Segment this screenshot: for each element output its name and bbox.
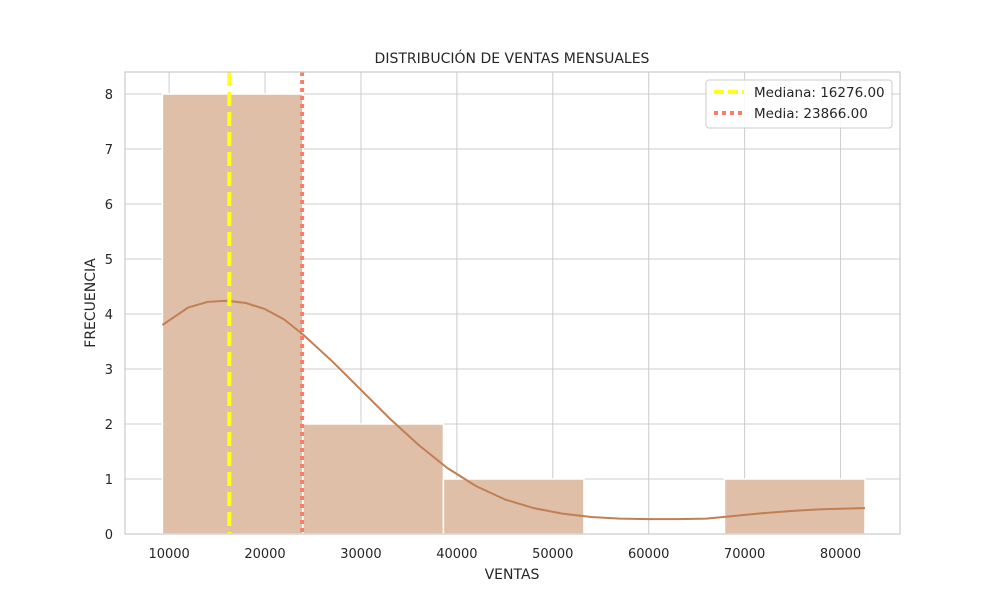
y-tick-label: 1 (105, 473, 113, 488)
x-tick-label: 60000 (628, 547, 669, 562)
legend-mean-label: Media: 23866.00 (754, 106, 868, 122)
kde-layer (161, 299, 866, 521)
y-tick-label: 7 (105, 143, 113, 158)
y-tick-label: 0 (105, 528, 113, 543)
bars-layer (161, 93, 866, 535)
histogram-bar (161, 93, 304, 535)
x-tick-label: 40000 (436, 547, 477, 562)
x-tick-label: 80000 (820, 547, 861, 562)
x-tick-label: 70000 (724, 547, 765, 562)
legend-box (705, 79, 893, 129)
y-tick-label: 8 (105, 88, 113, 103)
histogram-bar (723, 478, 866, 535)
chart-title: DISTRIBUCIÓN DE VENTAS MENSUALES (375, 49, 650, 67)
histogram-bar (302, 423, 445, 535)
y-tick-label: 2 (105, 418, 113, 433)
y-tick-label: 3 (105, 363, 113, 378)
y-axis-label: FRECUENCIA (83, 258, 99, 348)
legend-median-label: Mediana: 16276.00 (754, 85, 885, 101)
x-axis-label: VENTAS (485, 567, 540, 583)
histogram-bar (442, 478, 585, 535)
kde-curve (161, 299, 866, 521)
x-tick-label: 10000 (148, 547, 189, 562)
ticks-layer: 10000 20000 30000 40000 50000 60000 70000 80000… (105, 88, 861, 562)
x-tick-label: 20000 (244, 547, 285, 562)
x-tick-label: 30000 (340, 547, 381, 562)
legend: Mediana: 16276.00 Media: 23866.00 (705, 79, 893, 129)
vline-layer (227, 72, 305, 534)
y-tick-label: 5 (105, 253, 113, 268)
axes-frame (124, 71, 901, 535)
y-tick-label: 4 (105, 308, 113, 323)
y-tick-label: 6 (105, 198, 113, 213)
x-tick-label: 50000 (532, 547, 573, 562)
